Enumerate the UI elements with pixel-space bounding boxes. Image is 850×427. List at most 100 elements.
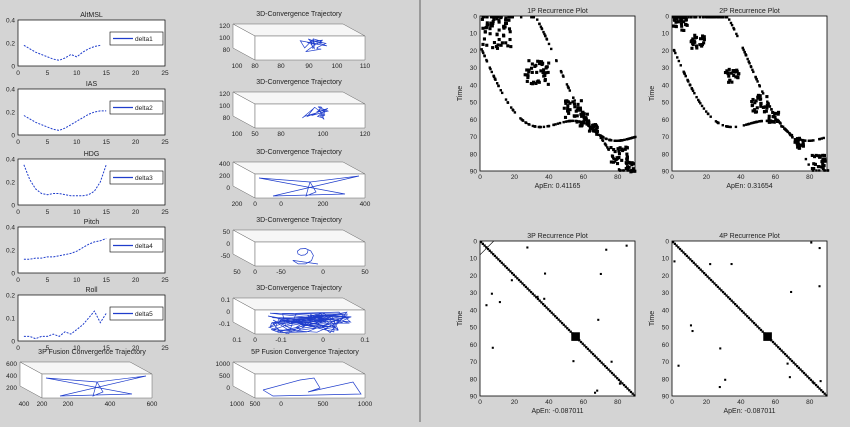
recurrence-point [702,37,706,41]
x-tick-label: 0 [16,277,20,284]
apen-label: ApEn: 0.31654 [726,183,772,190]
recurrence-point [728,18,731,21]
x-tick-label: 80 [277,131,285,138]
recurrence-point [613,139,616,142]
x-tick-label: 0 [16,209,20,216]
x-tick-label: 200 [318,201,329,208]
x-tick-label: 20 [511,399,519,406]
series-line [23,44,101,61]
recurrence-point [702,16,705,19]
diagonal-point [633,394,636,397]
recurrence-point [488,66,492,69]
recurrence-point [732,73,736,78]
recurrence-point [620,158,624,162]
y-tick-label: 0.2 [6,180,15,187]
y-tick-label: 50 [233,269,241,276]
recurrence-point [485,43,489,47]
diagonal-point [692,261,695,264]
y-tick-label: 90 [662,394,670,401]
recurrence-point [758,84,761,87]
x-tick-label: 5 [46,70,50,77]
recurrence-plot-1: 1P Recurrence Plot ApEn: 0.41165 Time 0 10 20… [457,8,637,190]
recurrence-point [491,16,495,19]
recurrence-point [764,109,768,113]
diagonal-point [547,308,550,311]
recurrence-point [742,124,746,127]
recurrence-point [790,290,793,294]
recurrence-point [706,16,709,19]
recurrence-point [719,16,722,19]
recurrence-point [798,144,802,148]
recurrence-point [693,33,697,37]
box-top-face [232,161,366,175]
recurrence-point [694,44,699,48]
line-plot-2: IAS 0 0.2 0.4 0 5 10 15 20 25 delta2 [6,81,169,146]
diagonal-point [612,373,615,376]
recurrence-point [684,22,688,26]
recurrence-point [512,109,515,112]
y-tick-label: 40 [662,307,670,314]
x-tick-label: 0 [16,70,20,77]
recurrence-point [704,16,708,19]
recurrence-point [756,96,760,100]
diagonal-point [509,270,512,273]
recurrence-point [817,165,821,169]
recurrence-point [535,80,539,84]
trajectory-plot-1: 3D-Convergence Trajectory 120 100 80 100 80 80… [219,11,370,70]
recurrence-point [597,318,600,321]
recurrence-point [485,304,488,307]
y-tick-label: 60 [470,117,478,124]
recurrence-point [595,132,599,136]
recurrence-point [721,123,724,127]
recurrence-point [483,30,487,34]
recurrence-point [747,60,750,63]
diagonal-point [701,270,704,273]
x-tick-label: 25 [161,70,169,77]
legend-label: delta1 [135,36,153,43]
recurrence-point [788,376,791,379]
recurrence-point [821,167,825,171]
recurrence-point [761,105,765,109]
recurrence-point [491,46,495,50]
x-tick-label: 80 [614,399,622,406]
recurrence-point [525,79,529,83]
recurrence-point [492,74,495,78]
recurrence-point [563,99,568,103]
recurrence-point [823,169,826,172]
recurrence-point [526,74,530,78]
recurrence-point [570,119,573,123]
recurrence-point [699,102,702,105]
x-tick-label: 0 [321,337,325,344]
recurrence-point [607,147,610,151]
recurrence-point [493,16,496,19]
recurrence-point [509,16,513,19]
x-tick-label: 0.1 [360,337,369,344]
recurrence-point [756,93,761,97]
recurrence-point [594,391,597,394]
recurrence-point [793,140,797,144]
recurrence-point [707,112,710,116]
recurrence-point [674,20,678,24]
recurrence-point [564,120,568,123]
recurrence-point [543,32,546,36]
recurrence-point [578,124,582,128]
recurrence-point [492,17,496,22]
recurrence-point [789,133,792,137]
plot-title: 3D-Convergence Trajectory [256,79,342,86]
recurrence-point [687,16,690,19]
recurrence-point [758,120,761,123]
recurrence-point [506,101,510,104]
recurrence-point [617,149,621,153]
diagonal-point [543,304,546,307]
recurrence-point [580,121,584,124]
recurrence-point [611,160,615,164]
recurrence-point [542,125,546,129]
diagonal-point [607,368,610,371]
recurrence-point [558,121,562,125]
recurrence-point [726,72,730,76]
recurrence-point [777,119,780,123]
z-tick-label: 100 [219,103,230,110]
y-tick-label: 10 [662,31,670,38]
z-tick-label: -0.1 [219,321,231,328]
recurrence-point [714,120,718,123]
